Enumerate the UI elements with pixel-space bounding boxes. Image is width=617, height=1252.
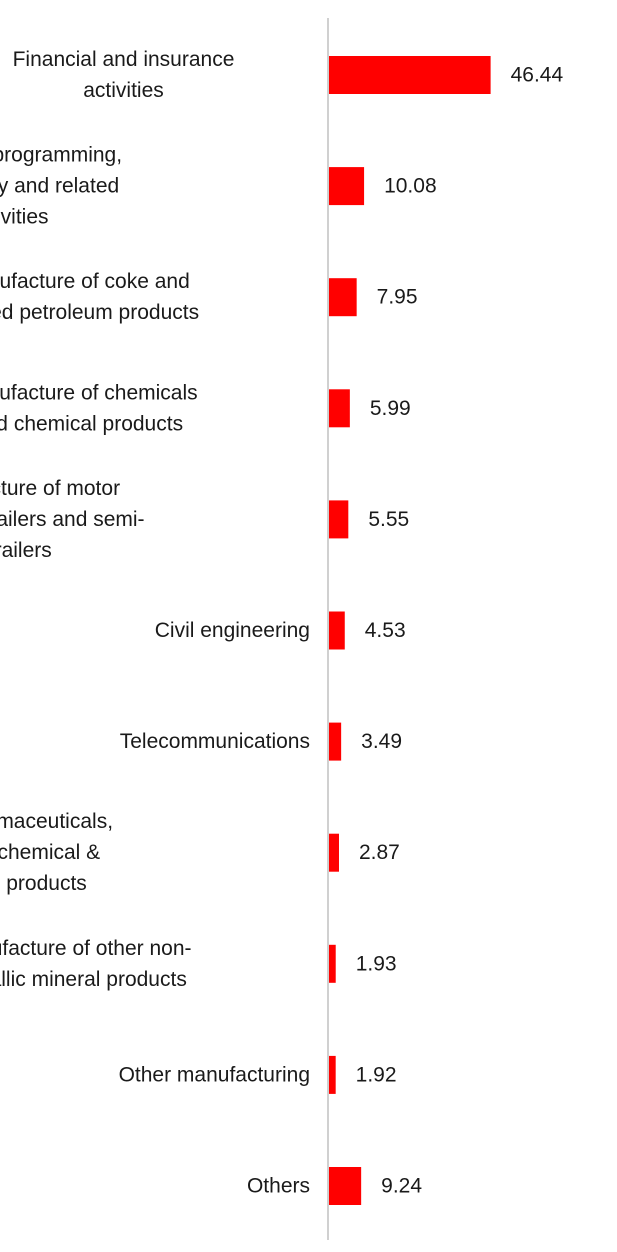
category-label-line: Civil engineering xyxy=(155,619,310,642)
category-label-line: Computer programming, xyxy=(0,144,122,167)
category-label: Telecommunications xyxy=(120,730,310,753)
category-label: Manufacture of chemicals and chemical pro… xyxy=(0,381,198,435)
value-label: 3.49 xyxy=(361,730,402,753)
value-label: 1.92 xyxy=(356,1063,397,1086)
category-label: Others xyxy=(247,1175,310,1198)
category-label: Computer programming, consultancy and rel… xyxy=(0,144,122,229)
bar xyxy=(329,1055,336,1094)
category-label: Mfg of pharmaceuticals, medicinal chemica… xyxy=(0,810,113,895)
category-label-line: metallic mineral products xyxy=(0,968,187,991)
bar xyxy=(329,278,357,317)
value-label: 5.55 xyxy=(368,508,409,531)
category-label-line: Financial and insurance xyxy=(13,48,235,71)
category-label: Other manufacturing xyxy=(119,1063,310,1086)
category-label-line: consultancy and related xyxy=(0,175,119,198)
value-label: 5.99 xyxy=(370,397,411,420)
bar xyxy=(329,833,339,872)
category-label: Financial and insurance activities xyxy=(13,48,235,102)
bar xyxy=(329,944,336,983)
category-label: Manufacture of coke and refined petroleum… xyxy=(0,270,199,324)
value-label: 2.87 xyxy=(359,841,400,864)
category-label-line: Mfg of pharmaceuticals, xyxy=(0,810,113,833)
category-label-line: Telecommunications xyxy=(120,730,310,753)
category-label: Manufacture of motor vehicles, trailers a… xyxy=(0,477,145,562)
category-label-line: and chemical products xyxy=(0,412,183,435)
value-label: 4.53 xyxy=(365,619,406,642)
category-label-line: Others xyxy=(247,1175,310,1198)
chart-marks: 46.44 Financial and insurance activities 10… xyxy=(0,48,563,1205)
category-label-line: Manufacture of other non- xyxy=(0,937,192,960)
value-label: 9.24 xyxy=(381,1175,422,1198)
bar xyxy=(329,1167,362,1205)
category-label-line: Manufacture of chemicals xyxy=(0,381,198,404)
category-label-line: activities xyxy=(0,206,49,229)
bar xyxy=(329,56,491,94)
bar xyxy=(329,722,342,761)
category-label-line: refined petroleum products xyxy=(0,301,199,324)
bar xyxy=(329,167,365,206)
category-label: Civil engineering xyxy=(155,619,310,642)
category-label-line: Manufacture of coke and xyxy=(0,270,190,293)
category-label-line: botanical products xyxy=(0,872,87,895)
category-label-line: vehicles, trailers and semi- xyxy=(0,508,145,531)
value-label: 7.95 xyxy=(377,286,418,309)
value-label: 46.44 xyxy=(511,64,564,87)
category-label-line: medicinal chemical & xyxy=(0,841,100,864)
category-label-line: activities xyxy=(83,79,164,102)
category-label-line: trailers xyxy=(0,539,52,562)
value-label: 1.93 xyxy=(356,952,397,975)
value-label: 10.08 xyxy=(384,175,437,198)
bar xyxy=(329,500,349,539)
category-label: Manufacture of other non-metallic minera… xyxy=(0,937,192,991)
bar xyxy=(329,389,350,428)
category-label-line: Other manufacturing xyxy=(119,1063,310,1086)
bar xyxy=(329,611,345,650)
category-label-line: Manufacture of motor xyxy=(0,477,120,500)
